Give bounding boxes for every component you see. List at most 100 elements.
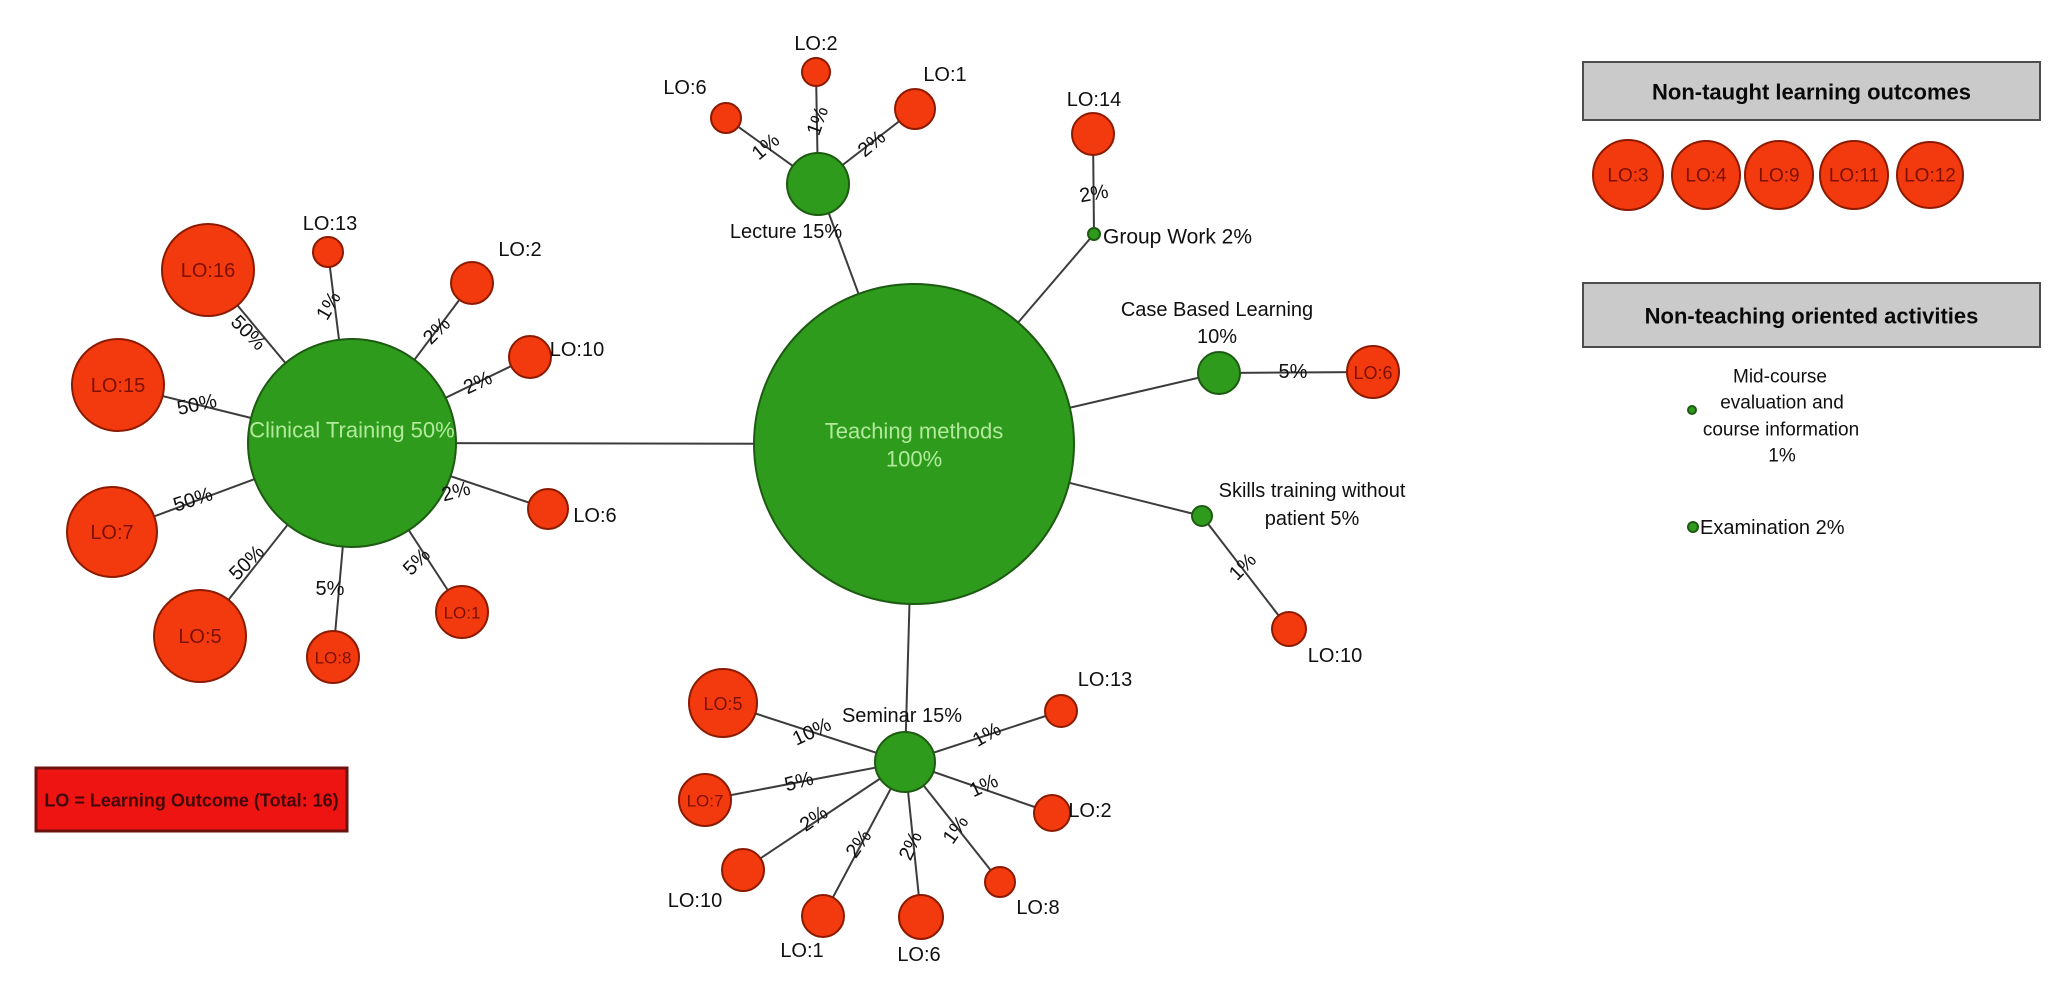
edge-seminar-lo10 [742,761,906,871]
pct-clinical-lo10: 2% [460,367,496,399]
pct-seminar-lo2: 1% [966,770,1002,802]
pct-groupwork-lo14: 2% [1078,181,1111,208]
node-lo8-clinical-label: LO:8 [315,649,352,668]
node-lo9-panel [1744,140,1814,210]
node-lo1-clinical [435,585,489,639]
node-case-based-learning-hub [1197,351,1241,395]
teaching-methods-label-line1: Teaching methods [825,419,1004,444]
pct-lecture-lo6: 1% [748,129,784,165]
node-lo4-panel [1671,140,1741,210]
lo6-seminar-label: LO:6 [897,944,940,966]
examination-label: Examination 2% [1700,517,1845,539]
node-examination-dot [1687,521,1699,533]
node-lo7-seminar-label: LO:7 [687,792,724,811]
node-lo7-clinical [66,486,158,578]
node-lo6-cbl [1346,345,1400,399]
node-lo6-lecture [710,102,742,134]
legend-label: LO = Learning Outcome (Total: 16) [44,791,338,811]
node-lo13-clinical [312,236,344,268]
cbl-label-line1: Case Based Learning [1121,299,1313,321]
node-lo5-seminar [688,668,758,738]
lo2-seminar-label: LO:2 [1068,800,1111,822]
lo6-clinical-label: LO:6 [573,505,616,527]
clinical-training-label: Clinical Training 50% [249,418,454,443]
seminar-label: Seminar 15% [842,705,962,727]
pct-cbl-lo6: 5% [1279,361,1308,383]
node-lo8-seminar [984,866,1016,898]
lo10-seminar-label: LO:10 [668,890,722,912]
node-lo3-panel [1592,139,1664,211]
lo2-lecture-label: LO:2 [794,33,837,55]
node-lo5-clinical [153,589,247,683]
node-lo10-skills [1271,611,1307,647]
node-skills-training-dot [1191,505,1213,527]
lo8-seminar-label: LO:8 [1016,897,1059,919]
edge-skills-lo10 [1201,515,1290,630]
pct-clinical-lo2: 2% [419,313,455,349]
lo6-lecture-label: LO:6 [663,77,706,99]
node-clinical-training-hub [247,338,457,548]
pct-clinical-lo5: 50% [225,541,269,585]
node-lo7-clinical-label: LO:7 [90,522,133,544]
non-taught-outcomes-label: Non-taught learning outcomes [1652,80,1971,105]
node-lo15-clinical [71,338,165,432]
midcourse-label-line1: Mid-course [1733,367,1827,388]
pct-clinical-lo16: 50% [226,311,270,355]
lo1-seminar-label: LO:1 [780,940,823,962]
midcourse-label-line2: evaluation and [1720,393,1844,414]
node-lecture-hub [786,152,850,216]
node-lo5-clinical-label: LO:5 [178,626,221,648]
node-midcourse-dot [1687,405,1697,415]
pct-clinical-lo15: 50% [175,390,219,420]
lo10-clinical-label: LO:10 [550,339,604,361]
node-lo12-panel [1896,141,1964,209]
node-lo12-panel-label: LO:12 [1904,166,1956,187]
node-lo16-clinical [161,223,255,317]
non-taught-outcomes-box [1582,61,2041,121]
pct-seminar-lo1: 2% [842,826,877,862]
node-lo13-seminar [1044,694,1078,728]
node-lo5-seminar-label: LO:5 [703,694,742,714]
lo14-label: LO:14 [1067,89,1121,111]
midcourse-label-line3: course information [1703,420,1859,441]
pct-seminar-lo13: 1% [969,718,1005,752]
node-lo14-groupwork [1071,112,1115,156]
node-lo10-clinical [508,335,552,379]
midcourse-label-line4: 1% [1768,446,1796,467]
pct-seminar-lo7: 5% [782,768,816,797]
lo13-clinical-label: LO:13 [303,213,357,235]
node-lo8-clinical [306,630,360,684]
lo2-clinical-label: LO:2 [498,239,541,261]
edge-seminar-lo7 [704,761,906,801]
pct-seminar-lo5: 10% [789,713,835,750]
skills-label-line2: patient 5% [1265,508,1360,530]
node-lo1-seminar [801,894,845,938]
group-work-label: Group Work 2% [1103,226,1252,249]
node-lo7-seminar [678,773,732,827]
lo13-seminar-label: LO:13 [1078,669,1132,691]
legend-box [34,766,349,833]
pct-seminar-lo6: 2% [895,828,927,864]
node-seminar-hub [874,731,936,793]
pct-clinical-lo7: 50% [171,483,216,516]
node-lo11-panel [1819,140,1889,210]
node-lo6-cbl-label: LO:6 [1353,363,1392,383]
node-lo15-clinical-label: LO:15 [91,375,145,397]
node-lo16-clinical-label: LO:16 [181,260,235,282]
node-lo11-panel-label: LO:11 [1829,166,1879,187]
pct-clinical-lo8: 5% [316,578,345,600]
node-lo9-panel-label: LO:9 [1758,166,1799,187]
pct-clinical-lo13: 1% [312,288,346,324]
non-teaching-activities-label: Non-teaching oriented activities [1645,304,1979,329]
lecture-label: Lecture 15% [730,221,843,243]
lo1-lecture-label: LO:1 [923,64,966,86]
node-lo3-panel-label: LO:3 [1607,166,1648,187]
node-lo4-panel-label: LO:4 [1685,166,1727,187]
node-teaching-methods-hub [753,283,1075,605]
node-lo2-lecture [801,57,831,87]
node-lo2-clinical [450,261,494,305]
node-lo2-seminar [1033,794,1071,832]
non-teaching-activities-box [1582,282,2041,348]
